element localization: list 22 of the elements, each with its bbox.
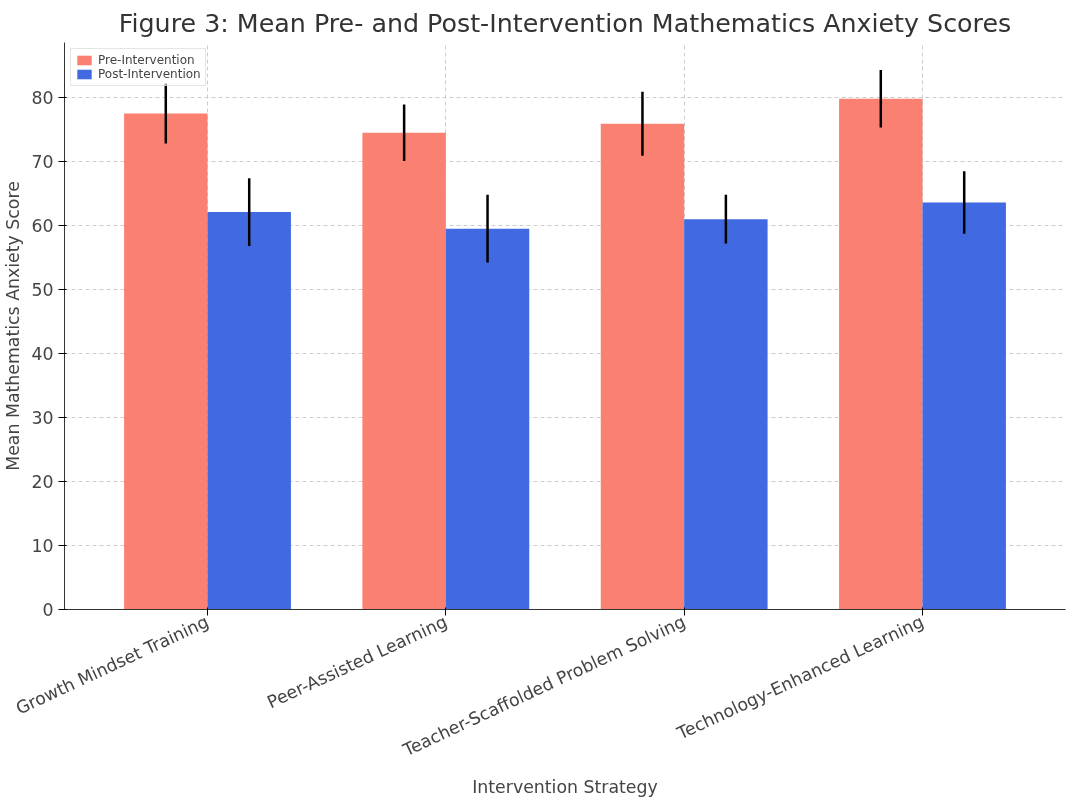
y-tick-label: 70 [31, 152, 54, 173]
bar [445, 228, 530, 610]
bar [922, 202, 1006, 610]
bar [362, 132, 446, 610]
bar [207, 212, 291, 610]
bar [839, 98, 923, 610]
y-tick-label: 80 [31, 88, 54, 109]
y-axis-title: Mean Mathematics Anxiety Score [3, 181, 24, 471]
bar [124, 113, 208, 610]
x-axis-title: Intervention Strategy [472, 777, 658, 798]
chart-title: Figure 3: Mean Pre- and Post-Intervention Mathematics Anxiety Scores [118, 7, 1012, 38]
legend-label: Post-Intervention [98, 67, 201, 81]
y-tick-label: 0 [42, 600, 54, 620]
y-tick-label: 40 [31, 344, 54, 365]
y-tick-label: 20 [31, 472, 54, 493]
bar [684, 219, 768, 610]
y-tick-label: 50 [31, 280, 54, 301]
bar [600, 123, 685, 610]
y-tick-label: 10 [31, 536, 54, 556]
legend-label: Pre-Intervention [98, 53, 195, 67]
y-tick-label: 60 [31, 216, 54, 237]
y-tick-label: 30 [31, 408, 54, 429]
